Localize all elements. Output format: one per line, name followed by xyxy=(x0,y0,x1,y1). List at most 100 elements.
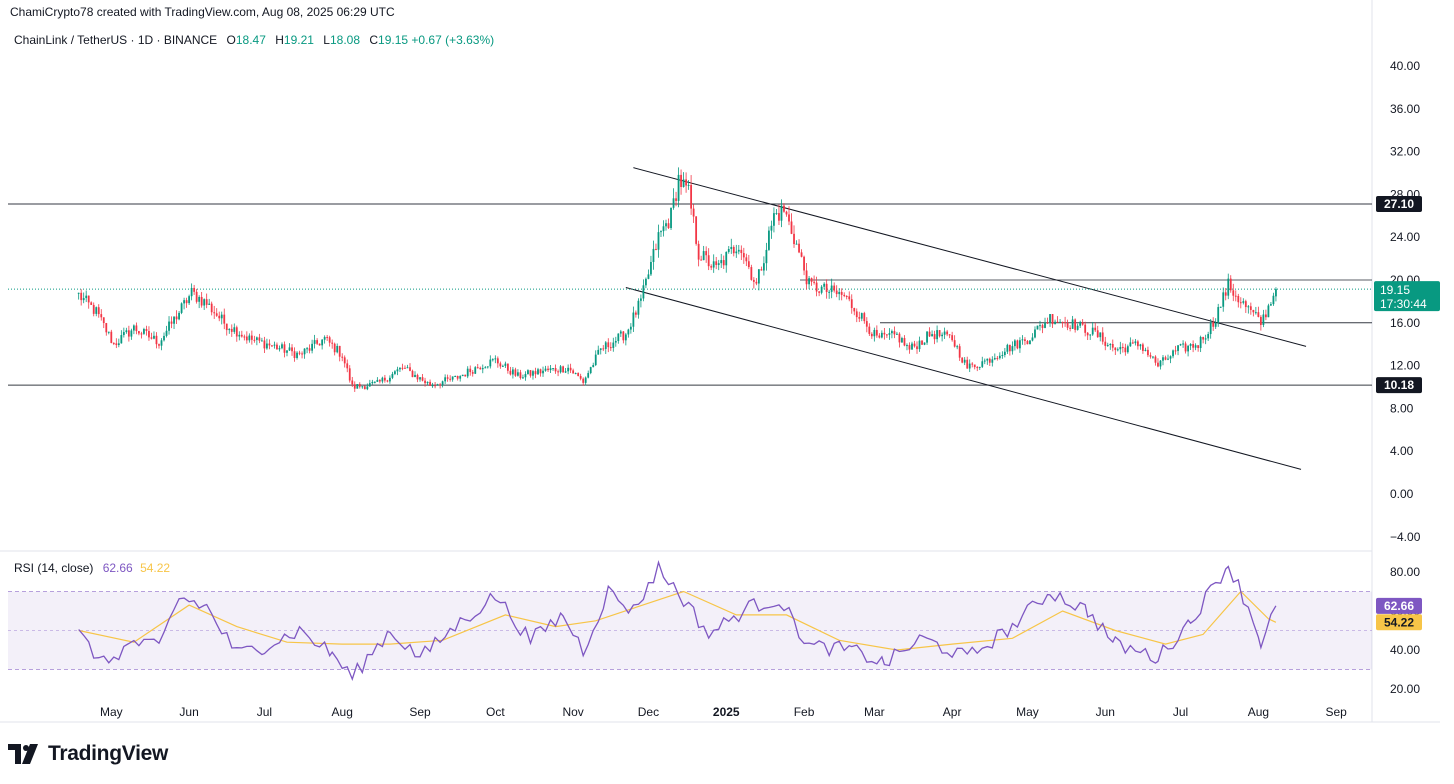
candle[interactable] xyxy=(828,289,831,299)
candle[interactable] xyxy=(1149,352,1152,359)
candle[interactable] xyxy=(1086,332,1089,341)
candle[interactable] xyxy=(532,369,534,380)
candle[interactable] xyxy=(1116,347,1119,352)
candle[interactable] xyxy=(720,253,723,268)
candle[interactable] xyxy=(268,339,271,350)
candle[interactable] xyxy=(469,365,472,376)
candle[interactable] xyxy=(1084,321,1087,337)
candle[interactable] xyxy=(494,355,497,364)
candle[interactable] xyxy=(702,245,705,261)
candle[interactable] xyxy=(918,336,921,352)
candle[interactable] xyxy=(120,330,123,344)
candle[interactable] xyxy=(1024,337,1026,346)
candle[interactable] xyxy=(757,269,760,291)
candle[interactable] xyxy=(291,344,293,356)
candle[interactable] xyxy=(406,364,409,369)
candle[interactable] xyxy=(112,342,115,346)
candle[interactable] xyxy=(346,359,349,373)
candle[interactable] xyxy=(391,371,394,380)
candle[interactable] xyxy=(765,242,768,271)
candle[interactable] xyxy=(562,365,564,373)
candle[interactable] xyxy=(404,365,406,369)
candle[interactable] xyxy=(514,367,517,377)
candle[interactable] xyxy=(1096,325,1099,338)
candle[interactable] xyxy=(183,297,185,310)
candle[interactable] xyxy=(838,288,841,301)
candle[interactable] xyxy=(1249,302,1252,315)
candle[interactable] xyxy=(788,206,790,226)
candle[interactable] xyxy=(888,328,891,340)
candle[interactable] xyxy=(614,336,617,347)
candle[interactable] xyxy=(1036,325,1039,330)
candle[interactable] xyxy=(815,276,818,297)
candle[interactable] xyxy=(650,255,652,276)
candle[interactable] xyxy=(97,304,100,318)
candle[interactable] xyxy=(798,239,800,254)
candle[interactable] xyxy=(233,323,236,334)
candle[interactable] xyxy=(1275,287,1277,302)
candle[interactable] xyxy=(808,276,810,290)
candle[interactable] xyxy=(1034,326,1036,339)
candle[interactable] xyxy=(823,282,826,290)
candle[interactable] xyxy=(368,379,371,387)
candle[interactable] xyxy=(1242,298,1245,305)
candle[interactable] xyxy=(255,336,258,346)
candle[interactable] xyxy=(953,335,956,348)
candle[interactable] xyxy=(629,323,632,334)
candle[interactable] xyxy=(522,374,524,379)
candle[interactable] xyxy=(956,344,959,350)
candle[interactable] xyxy=(612,337,615,352)
candle[interactable] xyxy=(102,317,105,329)
candle[interactable] xyxy=(240,330,243,338)
candle[interactable] xyxy=(298,350,301,356)
candle[interactable] xyxy=(1109,343,1112,350)
candle[interactable] xyxy=(1144,347,1147,352)
candle[interactable] xyxy=(778,204,780,226)
candle[interactable] xyxy=(321,338,324,350)
candle[interactable] xyxy=(1187,344,1189,357)
candle[interactable] xyxy=(517,369,519,377)
symbol-name[interactable]: ChainLink / TetherUS · 1D · BINANCE xyxy=(14,33,218,47)
trendline[interactable] xyxy=(625,287,1302,470)
candle[interactable] xyxy=(1016,339,1019,350)
candle[interactable] xyxy=(338,345,341,362)
candle[interactable] xyxy=(1244,299,1247,313)
candle[interactable] xyxy=(931,330,933,337)
candle[interactable] xyxy=(1111,339,1114,352)
candle[interactable] xyxy=(971,362,974,368)
candle[interactable] xyxy=(276,342,278,350)
candle[interactable] xyxy=(564,367,567,374)
candle[interactable] xyxy=(1046,317,1049,324)
candle[interactable] xyxy=(986,358,989,365)
candle[interactable] xyxy=(672,188,675,210)
candle[interactable] xyxy=(780,199,783,228)
candle[interactable] xyxy=(589,366,592,375)
candle[interactable] xyxy=(870,332,873,339)
candle[interactable] xyxy=(868,323,871,336)
candle[interactable] xyxy=(1239,297,1242,309)
candle[interactable] xyxy=(316,338,319,345)
candle[interactable] xyxy=(645,277,647,289)
candle[interactable] xyxy=(484,366,487,369)
candle[interactable] xyxy=(742,247,745,264)
candle[interactable] xyxy=(336,343,339,354)
candle[interactable] xyxy=(504,361,507,368)
tradingview-logo[interactable]: TradingView xyxy=(8,742,168,766)
candle[interactable] xyxy=(524,371,527,381)
candle[interactable] xyxy=(215,308,218,317)
candle[interactable] xyxy=(1139,343,1142,350)
candle[interactable] xyxy=(258,333,261,344)
candle[interactable] xyxy=(148,326,150,341)
candle[interactable] xyxy=(968,359,971,373)
candle[interactable] xyxy=(1207,331,1210,341)
candle[interactable] xyxy=(105,322,108,336)
candle[interactable] xyxy=(331,339,334,349)
candle[interactable] xyxy=(396,366,399,376)
candle[interactable] xyxy=(1131,339,1134,344)
candle[interactable] xyxy=(1222,287,1225,312)
candle[interactable] xyxy=(958,343,961,361)
candle[interactable] xyxy=(253,335,256,343)
candle[interactable] xyxy=(916,341,918,354)
